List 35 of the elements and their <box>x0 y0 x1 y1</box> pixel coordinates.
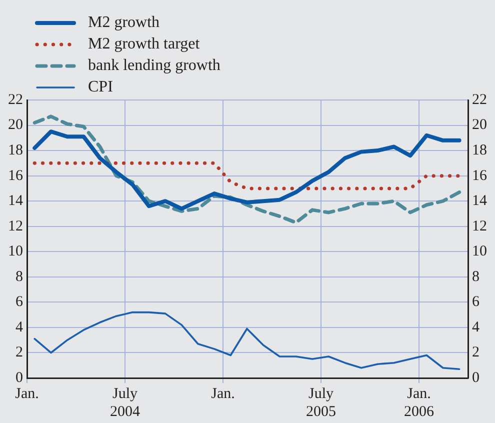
y2-tick-label: 2 <box>472 344 480 361</box>
y2-tick-label: 22 <box>472 92 487 108</box>
y2-tick-label: 20 <box>472 117 487 134</box>
y2-tick-label: 10 <box>472 244 487 260</box>
y2-tick-label: 16 <box>472 168 488 184</box>
y-tick-label: 22 <box>8 92 23 108</box>
y2-tick-label: 0 <box>472 370 480 386</box>
y2-tick-label: 18 <box>472 142 487 158</box>
y-tick-label: 14 <box>8 193 24 210</box>
y-tick-label: 18 <box>8 142 23 158</box>
y-tick-label: 0 <box>16 370 23 386</box>
y-tick-label: 12 <box>8 218 23 234</box>
y2-tick-label: 14 <box>472 193 488 210</box>
y-tick-label: 8 <box>16 268 23 285</box>
x-tick-label: Jan. <box>15 386 39 402</box>
y2-tick-label: 6 <box>472 294 480 310</box>
legend-label: bank lending growth <box>88 57 220 74</box>
y2-tick-label: 12 <box>472 218 487 234</box>
line-series <box>32 161 462 190</box>
x-tick-label: July 2004 <box>110 386 140 420</box>
y-tick-label: 10 <box>8 244 23 260</box>
x-tick-label: July 2005 <box>306 386 336 420</box>
y-tick-label: 4 <box>16 319 24 336</box>
legend-label: M2 growth target <box>88 36 200 53</box>
y-tick-label: 2 <box>16 344 23 361</box>
y-tick-label: 16 <box>8 168 24 184</box>
y-tick-label: 6 <box>16 294 24 310</box>
y2-tick-label: 4 <box>472 319 480 336</box>
x-tick-label: Jan. 2006 <box>404 386 434 420</box>
x-tick-label: Jan. <box>211 386 235 402</box>
legend-label: CPI <box>88 78 113 96</box>
y-tick-label: 20 <box>8 117 23 134</box>
y2-tick-label: 8 <box>472 268 480 285</box>
line-series <box>32 114 462 224</box>
legend-label: M2 growth <box>88 14 160 32</box>
